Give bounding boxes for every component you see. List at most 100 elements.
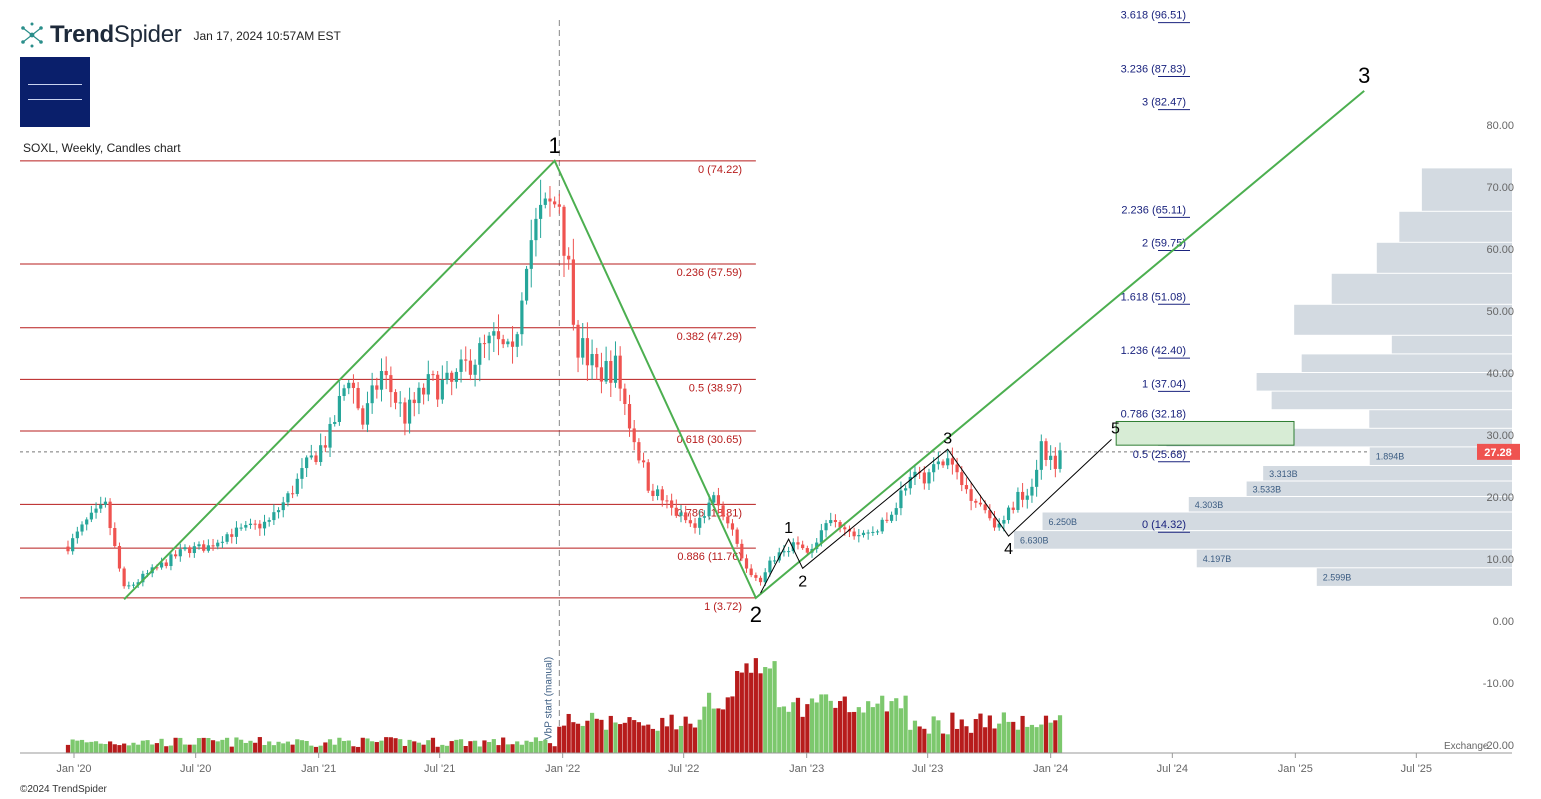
volume-bar	[416, 742, 422, 753]
volume-bar	[636, 722, 641, 753]
volume-bar	[365, 738, 370, 753]
candle-body	[459, 359, 463, 372]
volume-bar	[168, 745, 174, 753]
volume-bar	[866, 701, 871, 753]
vbp-bar	[1263, 466, 1512, 481]
vbp-bar-label: 3.313B	[1269, 469, 1298, 479]
vbp-bar	[1301, 354, 1512, 372]
candle-body	[71, 538, 75, 552]
volume-bar	[917, 726, 922, 753]
volume-bar	[402, 745, 408, 753]
candle-body	[936, 461, 940, 465]
candle-body	[576, 324, 580, 358]
vbp-bar	[1421, 168, 1512, 211]
candle-body	[857, 535, 861, 537]
candle-body	[323, 445, 327, 448]
candle-body	[127, 585, 131, 587]
target-zone-box[interactable]	[1115, 420, 1295, 446]
volume-bar	[122, 743, 127, 753]
candle-body	[833, 520, 838, 523]
volume-bar	[903, 695, 908, 753]
x-axis-tick-label: Jul '21	[424, 763, 455, 775]
candle-body	[426, 374, 430, 395]
volume-bar	[983, 727, 988, 753]
candle-body	[230, 534, 234, 537]
volume-bar	[374, 742, 379, 753]
volume-bar	[805, 704, 810, 753]
volume-bar	[519, 744, 524, 753]
volume-bar	[646, 724, 651, 753]
chart-title: SOXL, Weekly, Candles chart	[23, 141, 181, 155]
candle-body	[829, 520, 833, 524]
volume-bar	[224, 737, 230, 753]
volume-bar	[444, 745, 450, 753]
candle-body	[337, 395, 341, 422]
candle-body	[609, 360, 613, 383]
candle-body	[356, 387, 360, 409]
fib-level-label: 0.886 (11.76)	[677, 551, 742, 563]
candle-body	[501, 339, 505, 345]
candle-body	[815, 542, 819, 549]
header: TrendSpider Jan 17, 2024 10:57AM EST	[18, 20, 341, 50]
vbp-bar-label: 3.533B	[1253, 484, 1282, 494]
volume-bar	[117, 745, 122, 753]
candle-body	[707, 502, 711, 517]
volume-bar	[75, 740, 80, 753]
x-axis-tick-label: Jan '25	[1278, 763, 1313, 775]
candle-body	[262, 521, 267, 529]
candle-body	[422, 387, 426, 395]
vbp-bar	[1369, 410, 1512, 428]
candle-body	[749, 568, 753, 576]
volume-bar	[749, 672, 754, 753]
volume-bar	[491, 739, 496, 753]
candle-body	[333, 421, 337, 424]
candle-body	[782, 551, 786, 553]
volume-bar	[472, 740, 478, 753]
volume-bar	[809, 698, 815, 753]
volume-bar	[1025, 726, 1030, 753]
candle-body	[99, 504, 103, 509]
elliott-wave-black[interactable]	[760, 438, 1112, 594]
candle-body	[520, 300, 524, 335]
candle-body	[599, 367, 604, 382]
candle-body	[436, 374, 440, 400]
volume-bar	[515, 741, 520, 753]
candle-body	[529, 240, 533, 269]
volume-bar	[589, 712, 595, 753]
candle-body	[983, 504, 987, 511]
volume-bar	[725, 697, 730, 753]
volume-bar	[889, 701, 894, 753]
y-axis-tick-label: 30.00	[1486, 430, 1514, 442]
candle-body	[258, 523, 262, 529]
candle-body	[679, 512, 683, 516]
candle-body	[319, 445, 323, 463]
volume-bar	[379, 740, 384, 753]
elliott-wave-green[interactable]	[123, 90, 1365, 601]
candle-body	[1049, 455, 1053, 460]
volume-bar	[276, 741, 281, 753]
candle-body	[351, 382, 356, 388]
volume-bar	[112, 744, 117, 753]
candle-body	[843, 527, 847, 530]
candle-body	[389, 375, 393, 393]
volume-bar	[360, 737, 365, 753]
volume-bar	[870, 707, 875, 753]
candle-body	[192, 546, 196, 554]
y-axis-tick-label: 70.00	[1486, 182, 1514, 194]
candle-body	[674, 507, 678, 516]
candle-body	[693, 523, 697, 528]
candle-body	[407, 399, 412, 424]
volume-bar	[89, 741, 94, 753]
volume-bar	[482, 740, 487, 753]
candle-body	[276, 510, 281, 513]
volume-bar	[552, 746, 557, 753]
volume-bar	[206, 737, 211, 753]
x-axis-tick-label: Jan '20	[56, 763, 91, 775]
candle-body	[487, 335, 491, 344]
candle-body	[515, 334, 519, 347]
volume-bar	[627, 717, 632, 753]
candle-body	[384, 370, 388, 376]
vbp-bar	[1331, 273, 1512, 304]
candle-body	[946, 458, 950, 466]
